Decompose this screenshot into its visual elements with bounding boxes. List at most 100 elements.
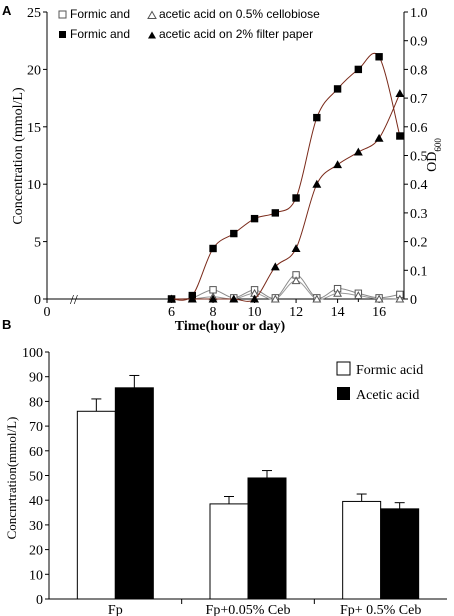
panel-b-y-tick-label: 80 bbox=[29, 395, 43, 410]
panel-a-point-triangle-filled bbox=[353, 147, 363, 156]
panel-b-bar-formic bbox=[342, 500, 382, 600]
panel-a-left-axis-title: Concentration (mmol/L) bbox=[11, 87, 26, 225]
panel-a-point-triangle-open bbox=[353, 291, 363, 300]
panel-a-right-tick-label: 0.9 bbox=[410, 35, 428, 50]
panel-b-y-tick-label: 0 bbox=[36, 593, 43, 608]
panel-b-bar-acetic bbox=[114, 387, 154, 600]
panel-a-left-tick-label: 10 bbox=[27, 178, 41, 193]
panel-a-right-tick-label: 0.2 bbox=[410, 236, 428, 251]
panel-a-right-axis-title-sub: 600 bbox=[433, 138, 443, 152]
panel-a-x-tick-label: 0 bbox=[44, 305, 51, 320]
legend-item-1-text-a: Formic and bbox=[70, 7, 130, 21]
panel-b-bar-acetic bbox=[380, 508, 420, 600]
panel-a-point-square-filled bbox=[375, 53, 383, 61]
panel-a-point-triangle-filled bbox=[270, 262, 280, 271]
panel-a-right-tick-label: 0.3 bbox=[410, 207, 428, 222]
panel-a-series-line-triangle-open bbox=[171, 280, 400, 300]
panel-a-series-line-triangle-filled bbox=[171, 93, 401, 302]
panel-a-point-square-open bbox=[209, 286, 217, 294]
legend-item-2-text-a: Formic and bbox=[70, 27, 130, 41]
panel-a-point-square-filled bbox=[230, 229, 238, 238]
panel-a-point-triangle-open bbox=[395, 294, 405, 303]
panel-b: B Concnrtration(mmol/L) 0 10 20 30 40 50 60 70 8… bbox=[2, 317, 447, 616]
panel-a-point-triangle-filled bbox=[250, 294, 260, 303]
panel-a-x-tick-label: 6 bbox=[168, 305, 175, 320]
panel-a-x-tick-label: 8 bbox=[210, 305, 217, 320]
panel-a-x-tick-label: 10 bbox=[248, 305, 262, 320]
panel-a-right-tick-label: 0.8 bbox=[410, 63, 428, 78]
panel-a-x-axis-title: Time(hour or day) bbox=[175, 319, 286, 334]
panel-a-point-triangle-filled bbox=[167, 294, 176, 303]
panel-b-y-axis-title: Concnrtration(mmol/L) bbox=[4, 417, 19, 540]
panel-a-point-square-filled bbox=[354, 65, 363, 74]
legend-acetic-label: Acetic acid bbox=[356, 388, 419, 403]
panel-b-y-tick-label: 30 bbox=[29, 519, 43, 534]
panel-a-right-tick-label: 0.5 bbox=[410, 150, 428, 165]
panel-a-x-tick-label: 12 bbox=[289, 305, 303, 320]
panel-a-left-tick-label: 25 bbox=[27, 6, 41, 21]
panel-a-right-axis-title-main: OD bbox=[425, 152, 440, 172]
panel-b-y-tick-label: 90 bbox=[29, 371, 43, 386]
panel-a-legend: Formic and acetic acid on 0.5% cellobios… bbox=[58, 7, 320, 41]
legend-item-1-text-b: acetic acid on 0.5% cellobiose bbox=[159, 7, 320, 21]
panel-a-point-triangle-filled bbox=[208, 294, 218, 303]
panel-a-letter: A bbox=[2, 3, 12, 18]
panel-a-axis-break: // bbox=[70, 293, 78, 308]
panel-a-left-tick-label: 5 bbox=[34, 236, 41, 251]
legend-triangle-filled-marker bbox=[148, 31, 156, 39]
panel-b-x-tick-label: Fp+0.05% Ceb bbox=[206, 603, 291, 616]
panel-a-point-triangle-open bbox=[270, 294, 280, 303]
panel-a-point-triangle-open bbox=[374, 294, 384, 303]
panel-a-x-tick-label: 14 bbox=[331, 305, 345, 320]
legend-formic-swatch bbox=[336, 361, 351, 376]
panel-a-x-tick-label: 16 bbox=[372, 305, 386, 320]
panel-a-point-triangle-filled bbox=[333, 160, 343, 169]
panel-b-x-tick-label: Fp+ 0.5% Ceb bbox=[340, 603, 421, 616]
panel-b-y-tick-label: 10 bbox=[29, 568, 43, 583]
panel-a-right-tick-label: 0.6 bbox=[410, 121, 428, 136]
panel-a-point-square-filled bbox=[250, 214, 259, 223]
panel-a-point-triangle-filled bbox=[291, 244, 301, 252]
panel-b-legend: Formic acid Acetic acid bbox=[336, 361, 423, 403]
panel-a-left-tick-label: 15 bbox=[27, 121, 41, 136]
panel-a-right-tick-label: 0.7 bbox=[410, 92, 428, 107]
panel-a: A Concentration (mmol/L) OD600 Time(hour… bbox=[2, 3, 443, 334]
panel-a-point-square-filled bbox=[313, 113, 321, 122]
panel-b-letter: B bbox=[2, 317, 11, 332]
panel-b-y-tick-label: 50 bbox=[29, 470, 43, 485]
panel-b-y-tick-label: 20 bbox=[29, 544, 43, 559]
legend-item-2-text-b: acetic acid on 2% filter paper bbox=[159, 27, 313, 41]
panel-b-bar-formic bbox=[76, 410, 116, 600]
panel-a-left-tick-label: 20 bbox=[27, 63, 41, 78]
panel-a-right-tick-label: 0 bbox=[410, 293, 417, 308]
legend-formic-label: Formic acid bbox=[356, 363, 423, 378]
panel-a-point-triangle-open bbox=[333, 288, 343, 297]
panel-b-y-tick-label: 100 bbox=[22, 346, 43, 361]
panel-b-y-tick-label: 70 bbox=[29, 420, 43, 435]
panel-a-right-axis-title: OD600 bbox=[425, 138, 443, 172]
panel-a-right-tick-label: 0.1 bbox=[410, 264, 428, 279]
panel-a-point-triangle-filled bbox=[229, 294, 239, 303]
panel-b-x-tick-label: Fp bbox=[108, 603, 123, 616]
panel-a-point-triangle-filled bbox=[374, 133, 384, 142]
panel-b-y-tick-label: 40 bbox=[29, 494, 43, 509]
panel-a-series-line-square-filled bbox=[171, 52, 401, 301]
panel-a-left-tick-label: 0 bbox=[34, 293, 41, 308]
panel-a-point-square-filled bbox=[271, 209, 280, 217]
panel-a-point-triangle-open bbox=[291, 276, 301, 285]
svg-text:OD600: OD600 bbox=[425, 138, 443, 172]
legend-square-open-marker bbox=[58, 10, 67, 19]
panel-a-point-square-filled bbox=[333, 85, 342, 93]
panel-b-y-tick-label: 60 bbox=[29, 445, 43, 460]
panel-a-point-square-filled bbox=[292, 194, 300, 202]
panel-a-right-tick-label: 0.4 bbox=[410, 178, 428, 193]
panel-a-right-tick-label: 1.0 bbox=[410, 6, 428, 21]
panel-b-bar-acetic bbox=[247, 477, 287, 600]
panel-a-point-triangle-filled bbox=[312, 179, 322, 188]
panel-a-point-square-filled bbox=[209, 244, 217, 253]
legend-acetic-swatch bbox=[337, 387, 350, 400]
panel-a-point-triangle-filled bbox=[187, 294, 197, 303]
panel-a-point-triangle-filled bbox=[395, 89, 405, 98]
legend-triangle-open-marker bbox=[147, 10, 157, 19]
